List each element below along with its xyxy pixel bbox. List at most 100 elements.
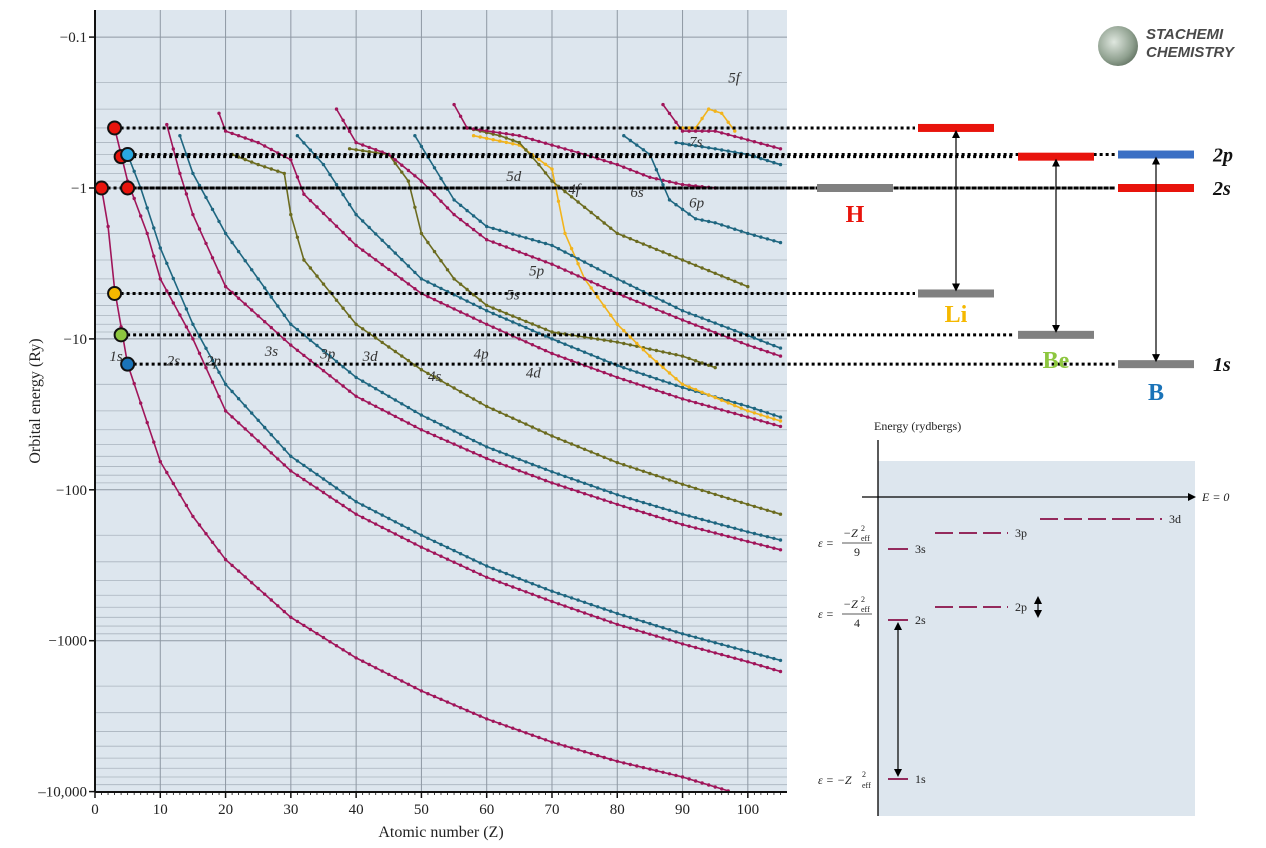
series-point-1s [243,575,247,579]
series-point-3s [615,502,619,507]
brand-line-2: CHEMISTRY [1146,44,1235,61]
series-point-5s [380,150,384,154]
series-point-2p [393,520,397,524]
series-point-3s [759,543,763,547]
series-point-4s [556,354,561,358]
series-point-3p [609,490,613,495]
series-1s [99,186,730,793]
series-point-4p [367,225,371,230]
series-point-5s [667,313,672,317]
series-point-2p [243,404,247,408]
series-point-3s [341,384,345,388]
series-point-4p [739,402,743,407]
series-point-2s [347,508,352,512]
series-point-2s [602,618,606,622]
series-point-4s [263,144,267,148]
series-point-7s [707,129,711,133]
series-point-3s [295,348,300,352]
series-point-3s [635,508,639,513]
series-point-5f [693,126,698,130]
series-point-3d [707,490,711,495]
series-point-3p [752,531,757,536]
series-point-2s [530,592,535,596]
series-point-2s [250,433,254,437]
series-point-3p [602,488,606,492]
series-point-7s [746,138,750,142]
series-point-2s [269,451,273,455]
series-point-4s [609,373,613,377]
series-point-3p [256,277,260,281]
series-point-2p [713,641,717,645]
series-point-6p [746,231,750,236]
series-point-2p [465,555,469,559]
series-point-2s [152,254,156,258]
series-point-3d [556,437,561,441]
series-point-4d [439,259,443,263]
series-point-3s [256,314,260,318]
series-point-3d [576,444,580,449]
series-point-3d [537,428,541,432]
series-point-3p [478,442,482,446]
series-point-2s [674,640,678,644]
series-point-1s [158,459,162,464]
series-point-5d [648,245,652,249]
series-point-3p [674,510,678,514]
series-point-5d [602,221,606,225]
x-tick-label: 80 [610,802,625,818]
series-point-5s [778,354,783,358]
series-point-3s [498,461,502,466]
series-point-4p [485,309,489,313]
series-point-2p [361,503,365,507]
series-point-3d [400,354,404,358]
series-point-1s [615,759,619,763]
series-point-3d [341,306,345,310]
series-point-3p [465,435,469,440]
series-point-3d [478,401,482,405]
series-point-2s [263,445,267,449]
series-point-4d [674,353,678,357]
series-point-5d [550,179,554,183]
series-point-5d [700,266,704,270]
series-point-4f [543,162,548,166]
series-point-1s [661,770,665,774]
series-point-3s [432,433,437,438]
series-point-3d [419,368,424,372]
series-point-2s [687,644,691,648]
series-point-5p [700,316,704,320]
series-point-4f [726,401,730,405]
series-point-1s [406,682,411,686]
series-point-2s [491,578,495,582]
series-point-4p [511,320,515,324]
series-point-6s [471,127,476,131]
series-point-3p [178,134,182,138]
series-point-4f [569,246,574,251]
series-point-5p [759,338,763,343]
series-point-3s [504,464,508,468]
series-point-5p [530,238,535,242]
series-point-4p [733,400,737,405]
series-point-1s [263,592,267,596]
series-point-2p [341,491,345,495]
series-point-4p [406,264,411,268]
series-point-2p [693,635,698,639]
series-point-5p [576,257,580,261]
series-point-4p [576,347,580,352]
series-point-3d [426,371,430,376]
series-point-3p [707,519,711,523]
series-point-4p [361,219,365,223]
series-point-3d [602,455,606,459]
series-point-3s [726,534,730,539]
series-point-2p [184,307,189,311]
series-point-4f [491,138,495,142]
series-point-2p [628,615,632,620]
series-point-2s [485,575,489,579]
series-point-3p [458,432,463,436]
series-point-3p [282,313,286,317]
series-point-4d [367,150,371,154]
series-point-2s [576,609,580,613]
series-point-2p [530,582,535,586]
series-point-6s [504,132,508,136]
series-point-4s [328,218,332,222]
series-3p [178,134,783,542]
